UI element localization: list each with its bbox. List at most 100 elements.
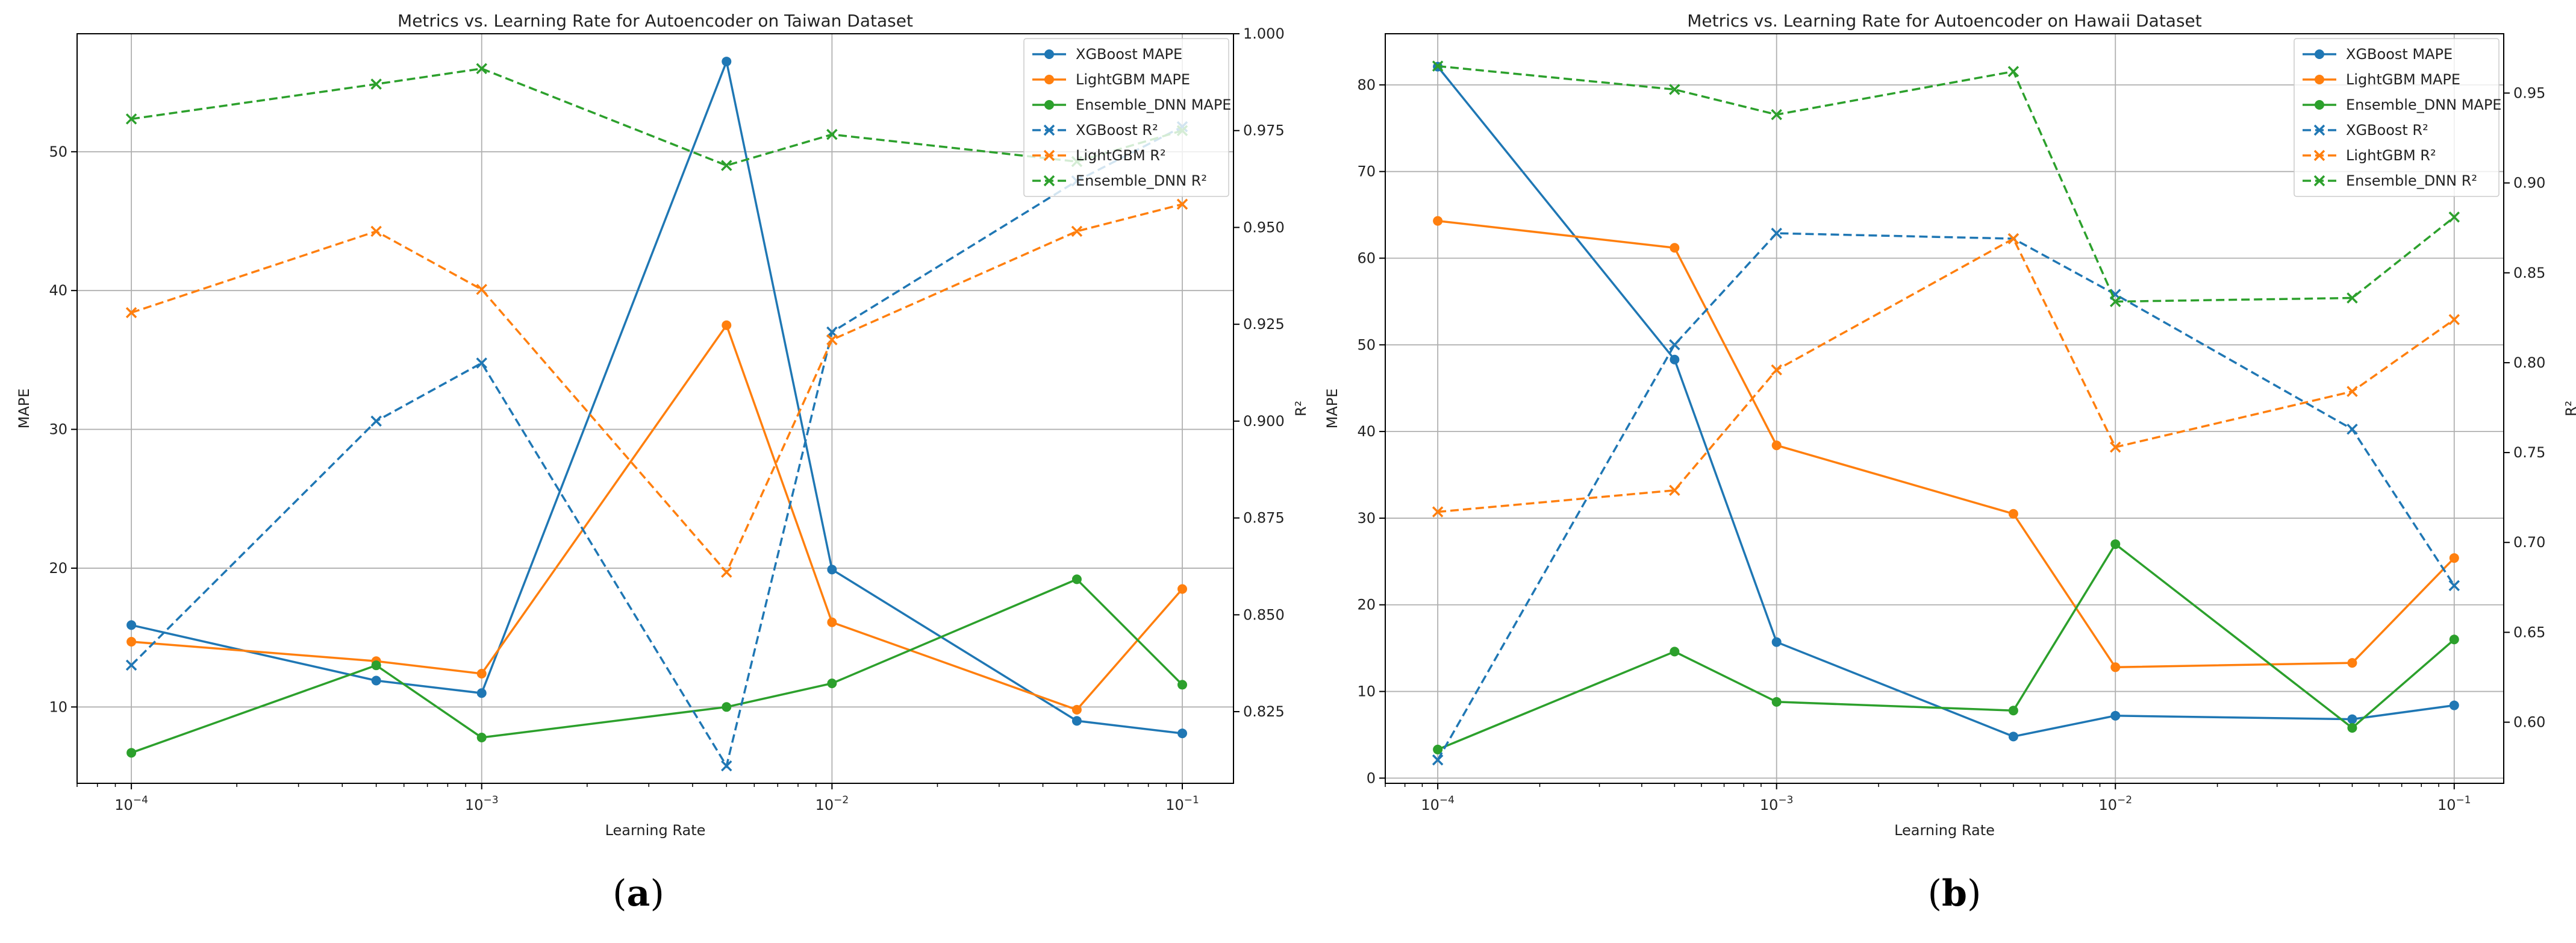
y2-tick-label: 0.65 xyxy=(2513,624,2545,641)
data-point xyxy=(1433,216,1443,226)
chart-panel-b: 10−4 10−3 10−2 10−1 0 10 20 30 40 50 60 70 80 0.60 0.6… xyxy=(1324,11,2576,839)
y2-tick-label: 0.925 xyxy=(1243,316,1285,333)
data-point xyxy=(476,669,487,679)
data-point xyxy=(476,732,487,742)
data-point xyxy=(2449,553,2459,563)
data-point xyxy=(126,637,137,647)
data-point xyxy=(827,565,837,575)
y2-axis-label: R² xyxy=(2563,401,2576,416)
data-point xyxy=(2110,539,2121,550)
data-point xyxy=(1670,243,1680,253)
data-point-x xyxy=(2007,66,2019,77)
panel-label: (a) xyxy=(613,873,664,915)
data-point-x xyxy=(826,334,838,346)
y-tick-label: 0 xyxy=(1367,769,1376,786)
legend-marker xyxy=(2313,124,2325,136)
data-point xyxy=(2008,732,2018,742)
series-lightgbm-mape xyxy=(126,320,1188,715)
data-point xyxy=(1670,647,1680,657)
legend-label: LightGBM MAPE xyxy=(1076,71,1190,88)
data-point-x xyxy=(1432,60,1444,72)
x-tick-label: 10−4 xyxy=(1421,794,1455,813)
x-tick-label: 10−3 xyxy=(1760,794,1794,813)
legend-label: XGBoost MAPE xyxy=(2346,46,2453,63)
y-tick-label: 30 xyxy=(1357,510,1376,527)
data-point xyxy=(2110,710,2121,721)
data-point xyxy=(1670,354,1680,365)
chart-panel-a: 10−4 10−3 10−2 10−1 10 20 30 40 50 0.825 0.850 0.87… xyxy=(16,11,1309,839)
data-point-x xyxy=(2347,386,2358,397)
plot-frame xyxy=(1385,33,2504,784)
y2-tick-label: 0.950 xyxy=(1243,219,1285,236)
y-tick-label: 30 xyxy=(49,421,67,438)
data-point xyxy=(476,688,487,698)
legend-box xyxy=(2294,38,2500,197)
x-tick-label: 10−1 xyxy=(1165,794,1199,813)
y-axis-label: MAPE xyxy=(1324,389,1341,429)
legend-label: XGBoost R² xyxy=(2346,122,2428,139)
data-point xyxy=(722,57,732,67)
data-point-x xyxy=(826,128,838,140)
legend-marker xyxy=(2315,100,2324,110)
data-point xyxy=(827,617,837,627)
data-point-x xyxy=(721,760,732,772)
y2-tick-label: 0.900 xyxy=(1243,413,1285,430)
y2-tick-label: 0.85 xyxy=(2513,265,2545,281)
data-point xyxy=(1071,704,1082,715)
data-point xyxy=(2008,509,2018,519)
data-point xyxy=(1771,697,1782,707)
data-point xyxy=(722,320,732,330)
y2-tick-label: 0.90 xyxy=(2513,175,2545,192)
legend-marker xyxy=(1043,149,1055,161)
legend-label: Ensemble_DNN MAPE xyxy=(1076,96,1231,113)
y-tick-label: 20 xyxy=(49,560,67,577)
data-point-x xyxy=(721,160,732,171)
y-tick-label: 20 xyxy=(1357,597,1376,613)
y2-tick-label: 0.75 xyxy=(2513,444,2545,461)
y2-tick-label: 1.000 xyxy=(1243,25,1285,42)
data-point xyxy=(1433,744,1443,754)
data-point-x xyxy=(2110,296,2121,307)
series-line xyxy=(131,203,1183,574)
legend-label: LightGBM R² xyxy=(1076,147,1166,164)
x-tick-label: 10−2 xyxy=(2098,794,2132,813)
y-tick-label: 60 xyxy=(1357,249,1376,266)
legend-marker xyxy=(1043,175,1055,187)
data-point-x xyxy=(2448,211,2460,223)
data-point-x xyxy=(721,566,732,578)
series-lightgbm-r- xyxy=(125,198,1188,578)
data-point-x xyxy=(125,659,137,671)
data-point xyxy=(1177,584,1188,594)
y2-tick-label: 0.80 xyxy=(2513,354,2545,371)
data-point-x xyxy=(125,113,137,125)
data-point xyxy=(126,748,137,758)
series-xgboost-r- xyxy=(1432,227,2460,766)
y-axis-label: MAPE xyxy=(16,389,33,429)
data-point xyxy=(126,620,137,630)
y-tick-label: 40 xyxy=(1357,423,1376,440)
data-point xyxy=(1771,440,1782,451)
legend-marker xyxy=(1043,124,1055,136)
series-xgboost-mape xyxy=(126,57,1188,739)
data-point xyxy=(2347,714,2357,724)
data-point xyxy=(1071,574,1082,584)
data-point-x xyxy=(1669,339,1680,351)
series-line xyxy=(131,578,1184,754)
data-point-x xyxy=(2110,441,2121,453)
data-point-x xyxy=(476,63,487,75)
data-point-x xyxy=(1771,109,1782,121)
data-point-x xyxy=(1432,754,1444,766)
legend: XGBoost MAPE LightGBM MAPE Ensemble_DNN MA… xyxy=(1023,38,1231,197)
y-tick-label: 70 xyxy=(1357,163,1376,180)
data-point-x xyxy=(2347,424,2358,435)
y-tick-label: 10 xyxy=(49,698,67,715)
data-point xyxy=(1177,680,1188,690)
data-point-x xyxy=(370,225,382,237)
data-point-x xyxy=(476,357,487,369)
chart-title: Metrics vs. Learning Rate for Autoencode… xyxy=(398,11,913,31)
x-tick-label: 10−1 xyxy=(2437,794,2471,813)
data-point-x xyxy=(1432,506,1444,518)
series-ensemble-dnn-r- xyxy=(1432,60,2460,307)
data-point-x xyxy=(2448,580,2460,592)
